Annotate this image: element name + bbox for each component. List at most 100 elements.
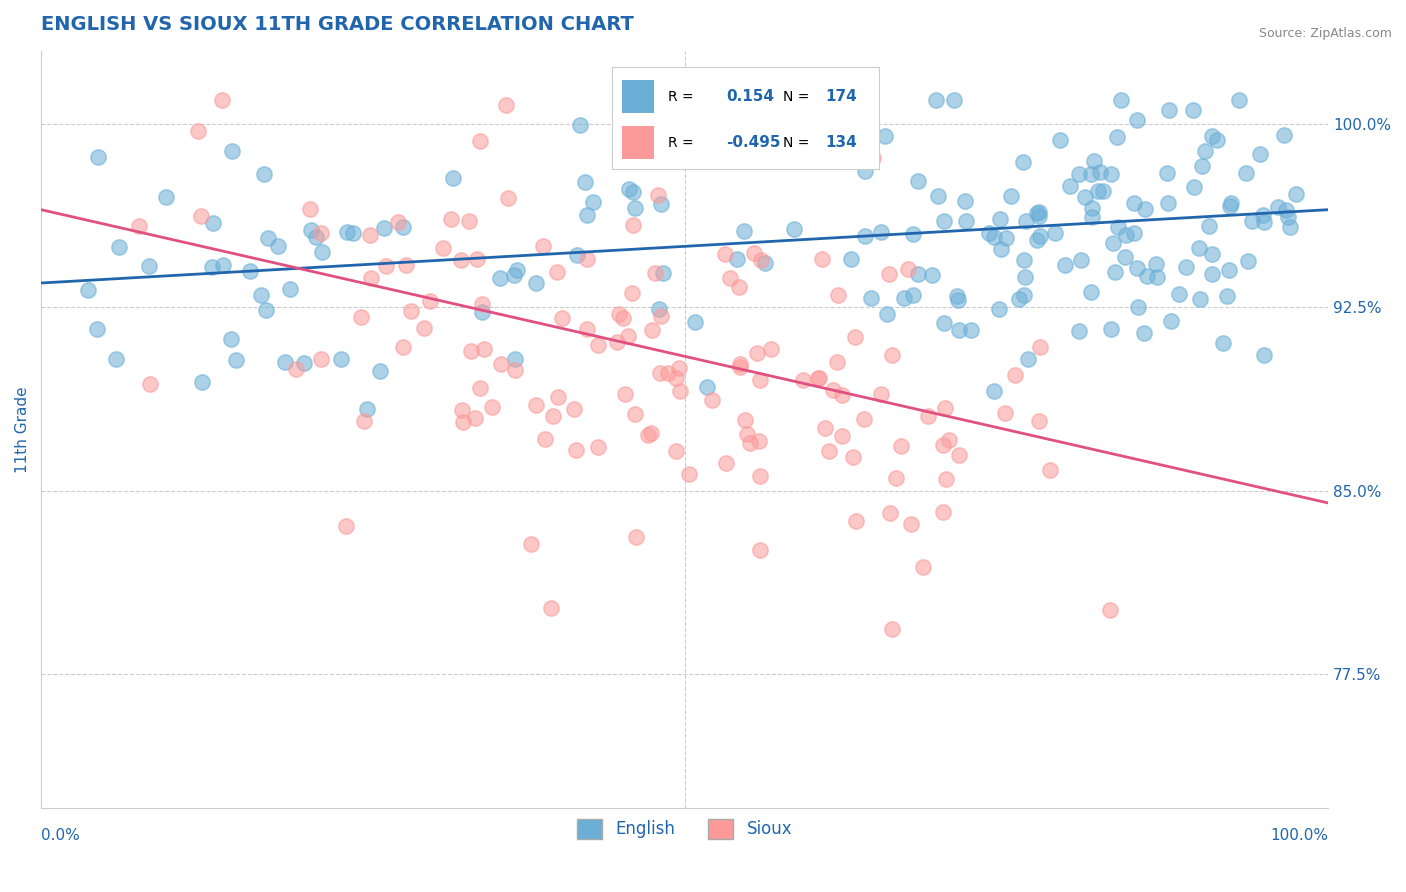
Point [917,409,939,423]
Point [1083,154,1105,169]
Point [1188,241,1211,255]
Point [1092,184,1115,198]
Point [875,128,897,143]
Point [519,537,541,551]
Point [862,151,884,165]
Point [1206,133,1229,147]
Point [541,409,564,423]
Point [1004,368,1026,382]
Point [86,321,108,335]
Point [990,242,1012,256]
Point [1126,261,1149,276]
Point [191,375,214,389]
Point [1099,603,1122,617]
Text: ENGLISH VS SIOUX 11TH GRADE CORRELATION CHART: ENGLISH VS SIOUX 11TH GRADE CORRELATION … [41,15,634,34]
Point [1039,462,1062,476]
Point [1028,340,1050,354]
Point [1182,179,1205,194]
Point [139,377,162,392]
Point [932,317,955,331]
Point [613,387,636,401]
Point [128,219,150,233]
Point [827,287,849,301]
Point [647,188,669,202]
Point [221,145,243,159]
Point [1251,208,1274,222]
Point [728,357,751,371]
Point [1054,258,1077,272]
Point [1182,103,1205,117]
Point [250,288,273,302]
Point [368,364,391,378]
Point [1114,250,1136,264]
Point [860,291,883,305]
Point [457,214,479,228]
Point [1012,154,1035,169]
Point [825,355,848,369]
Point [652,266,675,280]
Point [713,246,735,260]
Point [1109,93,1132,107]
Point [1253,348,1275,362]
Point [942,93,965,107]
Point [745,345,768,359]
Point [650,197,672,211]
Point [876,306,898,320]
Point [839,252,862,266]
Point [569,118,592,132]
Point [562,401,585,416]
Point [450,403,472,417]
Point [360,270,382,285]
Point [284,362,307,376]
Point [748,143,770,157]
Point [955,214,977,228]
Point [1156,196,1178,211]
Point [983,384,1005,399]
Point [546,264,568,278]
Point [1240,214,1263,228]
Text: 100.0%: 100.0% [1270,828,1329,843]
Point [1216,289,1239,303]
Point [356,402,378,417]
Point [1028,209,1050,223]
Point [932,437,955,451]
Point [503,363,526,377]
Point [890,439,912,453]
Point [353,414,375,428]
Point [335,519,357,533]
Point [754,256,776,270]
Point [1080,285,1102,299]
Point [735,426,758,441]
Point [1253,215,1275,229]
Point [1081,201,1104,215]
Point [1043,227,1066,241]
Point [359,228,381,243]
Point [647,302,669,317]
Point [155,190,177,204]
Point [880,348,903,362]
Point [640,425,662,440]
Point [1028,204,1050,219]
Point [468,134,491,148]
Point [1168,287,1191,301]
Point [696,380,718,394]
Point [336,225,359,239]
Point [927,189,949,203]
Point [621,186,644,200]
Point [1249,147,1271,161]
Point [253,167,276,181]
Point [953,194,976,208]
Point [503,268,526,282]
Point [945,288,967,302]
Point [644,266,666,280]
Point [650,309,672,323]
Point [879,506,901,520]
Point [211,93,233,107]
Point [1104,265,1126,279]
Point [496,191,519,205]
Point [1069,167,1091,181]
Point [1115,228,1137,243]
Point [86,150,108,164]
Point [211,258,233,272]
Point [1237,254,1260,268]
